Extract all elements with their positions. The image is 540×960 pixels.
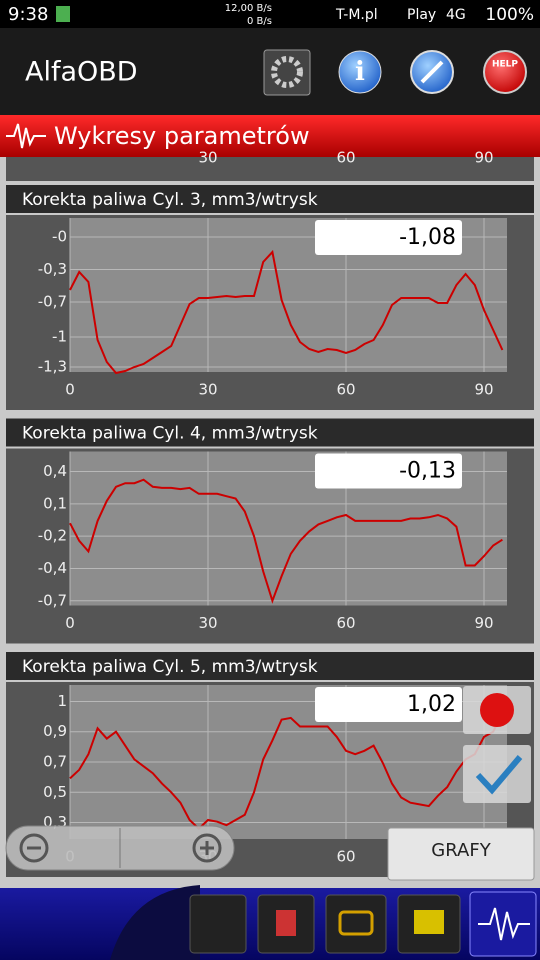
value-box [315,220,462,255]
partial-chart [6,157,534,181]
current-value: -1,08 [399,225,456,250]
y-tick-label: 0,4 [43,462,67,480]
status-bar [0,0,540,28]
x-tick-label: 60 [336,381,355,399]
carrier-2: Play [407,7,436,23]
grafy-button[interactable] [387,827,535,881]
y-tick-label: -0 [52,228,67,246]
speed-down: 0 B/s [247,16,272,27]
y-tick-label: 0,7 [43,753,67,771]
battery: 100% [485,5,534,25]
x-tick-label: 60 [336,149,355,167]
y-tick-label: -0,7 [38,293,67,311]
x-tick-label: 90 [474,149,493,167]
gear-icon [271,56,303,88]
confirm-button[interactable] [463,745,531,803]
x-tick-label: 90 [474,614,493,632]
screen-header [0,115,540,157]
y-tick-label: 1 [57,692,67,710]
chart-title: Korekta paliwa Cyl. 3, mm3/wtrysk [22,190,318,210]
y-tick-label: -0,2 [38,527,67,545]
x-tick-label: 60 [336,848,355,866]
check-icon [475,755,523,795]
time: 9:38 [8,4,48,25]
y-tick-label: 0,9 [43,722,67,740]
speed-up: 12,00 B/s [225,3,272,14]
y-tick-label: 0,1 [43,494,67,512]
y-tick-label: -1,3 [38,358,67,376]
x-tick-label: 0 [65,614,75,632]
grafy-label: GRAFY [431,840,491,861]
x-tick-label: 30 [198,149,217,167]
zoom-in-button[interactable] [192,833,222,863]
settings-button[interactable] [263,49,311,96]
chart-title-bar [6,652,534,680]
data-line [69,478,503,604]
value-box [315,687,462,722]
nav-icon [276,910,296,936]
nav-button[interactable] [189,894,247,954]
help-label: HELP [492,60,518,70]
chart-title-bar [6,418,534,447]
nav-icon [414,910,444,934]
chart-title-bar [6,185,534,213]
x-tick-label: 0 [65,381,75,399]
info-icon: i [355,57,365,87]
nav-button-active[interactable] [469,891,537,957]
y-tick-label: 0,5 [43,783,67,801]
app-title: AlfaOBD [25,57,138,88]
x-tick-label: 60 [336,614,355,632]
value-box [315,453,462,489]
current-value: -0,13 [399,459,456,484]
nav-button[interactable] [325,894,387,954]
network: 4G [446,7,466,23]
y-tick-label: -0,7 [38,591,67,609]
x-tick-label: 30 [198,381,217,399]
screen-title: Wykresy parametrów [54,122,310,150]
y-tick-label: -0,3 [38,260,67,278]
nav-icon [478,907,530,941]
current-value: 1,02 [407,692,456,717]
header-icon [6,123,46,149]
chart-title: Korekta paliwa Cyl. 4, mm3/wtrysk [22,424,318,444]
x-tick-label: 30 [198,614,217,632]
nav-decoration [110,885,200,960]
data-line [69,712,504,830]
help-button[interactable] [483,50,527,94]
record-icon [480,693,514,727]
tools-icon [420,60,444,84]
carrier-1: T-M.pl [335,7,378,23]
info-button[interactable] [338,50,382,94]
notification-icon [56,6,70,22]
nav-icon [338,910,374,936]
zoom-out-button[interactable] [19,833,49,863]
chart-title: Korekta paliwa Cyl. 5, mm3/wtrysk [22,657,318,677]
data-line [69,249,504,375]
y-tick-label: -1 [52,328,67,346]
y-tick-label: -0,4 [38,559,67,577]
x-tick-label: 90 [474,381,493,399]
